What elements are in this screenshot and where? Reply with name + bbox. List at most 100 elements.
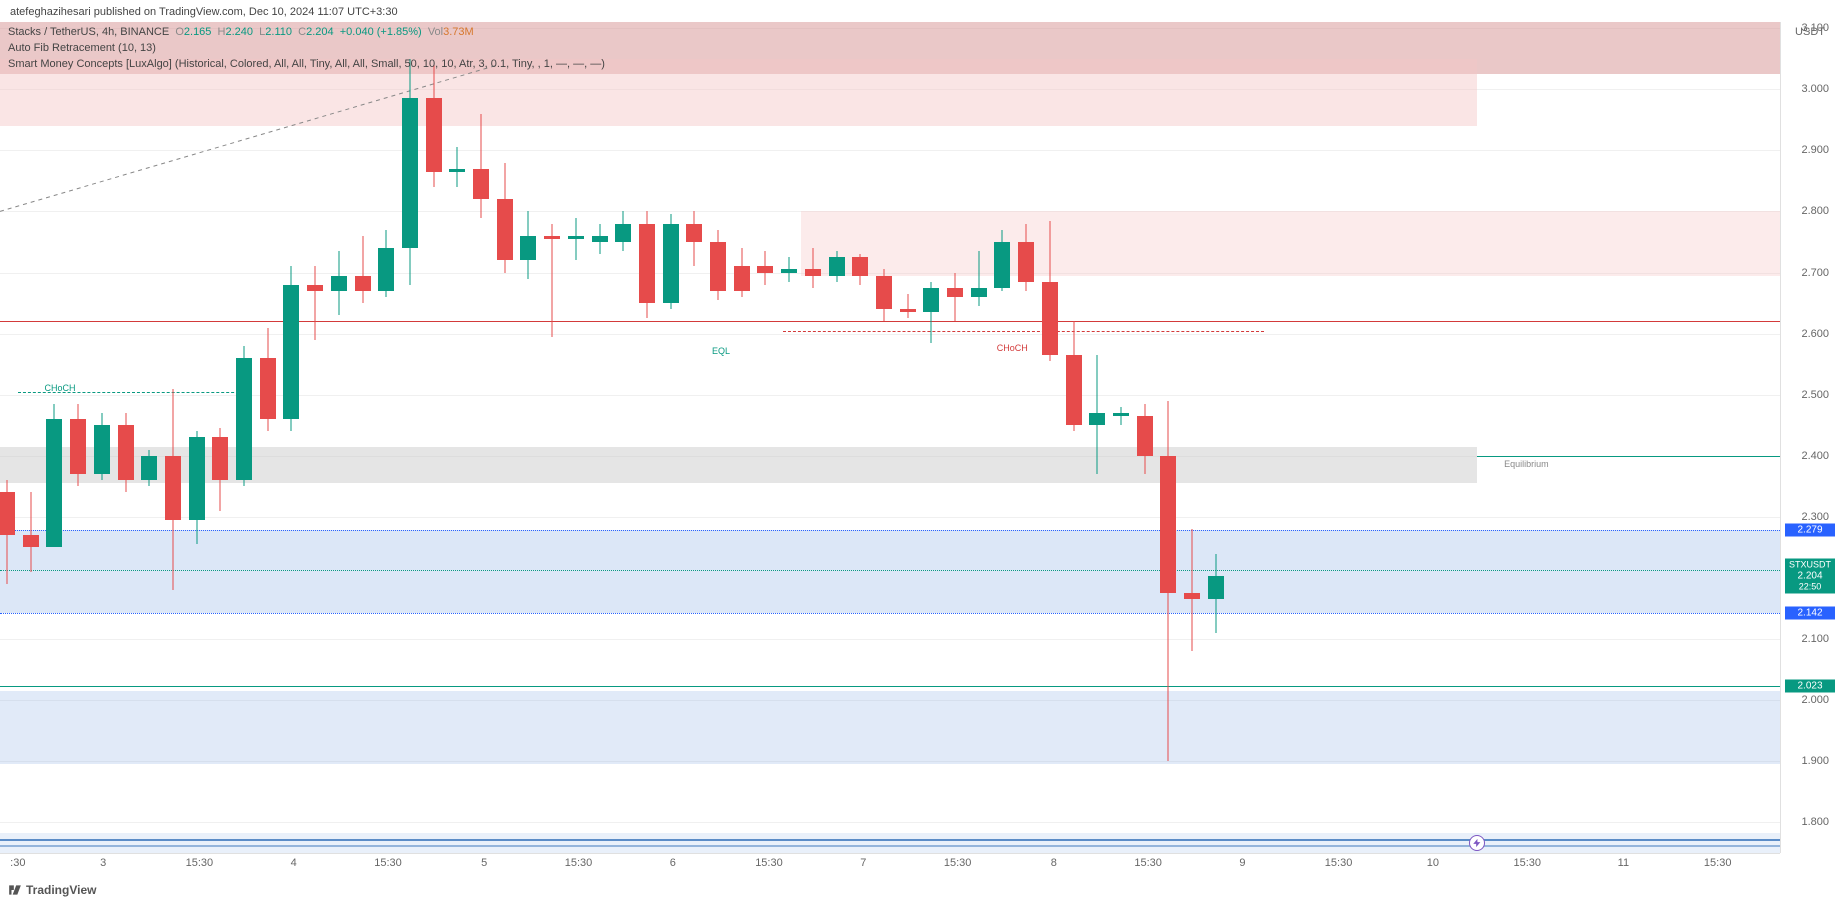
candlestick [234,346,254,487]
price-tick: 2.500 [1801,389,1829,401]
time-axis[interactable]: :30315:30415:30515:30615:30715:30815:309… [0,853,1780,871]
ohlc-o-label: O [175,26,184,38]
chart-annotation: CHoCH [45,383,76,393]
chart-annotation: EQL [712,346,730,356]
chart-hline [0,570,1780,571]
chart-hline [783,331,1264,332]
chart-info-bar: Stacks / TetherUS, 4h, BINANCE O2.165 H2… [8,24,605,72]
watermark-text: TradingView [26,883,96,897]
time-tick: 15:30 [186,857,214,869]
navigator-strip[interactable] [0,833,1780,853]
candlestick [139,450,159,487]
chart-annotation: Equilibrium [1504,459,1549,469]
time-tick: 15:30 [565,857,593,869]
candlestick [281,266,301,431]
candlestick [447,147,467,187]
candlestick [1135,404,1155,474]
candlestick [1040,221,1060,362]
chart-hline [1477,456,1780,457]
time-tick: 5 [481,857,487,869]
time-tick: 6 [670,857,676,869]
candlestick [305,266,325,339]
ohlc-c-label: C [298,26,306,38]
vol-label: Vol [428,26,443,38]
ohlc-l-val: 2.110 [265,26,292,38]
candlestick [732,248,752,297]
time-tick: 15:30 [1134,857,1162,869]
go-to-realtime-icon[interactable] [1469,835,1485,851]
tradingview-watermark: TradingView [8,883,96,897]
price-tick: 2.100 [1801,633,1829,645]
chart-hline [0,321,1780,322]
price-tag: 2.279 [1785,523,1835,536]
price-tick: 2.800 [1801,205,1829,217]
candlestick [329,251,349,315]
chart-hline [0,686,1780,687]
price-tick: 3.000 [1801,83,1829,95]
candlestick [566,218,586,261]
candlestick [353,236,373,303]
candlestick [1182,529,1202,651]
chart-hline [0,530,1780,531]
candlestick [684,211,704,266]
chart-plot[interactable]: CHoCH EQL CHoCH Equilibrium [0,22,1780,853]
candlestick [992,230,1012,291]
candlestick [945,273,965,322]
candlestick [779,257,799,281]
price-tick: 2.000 [1801,694,1829,706]
candlestick [518,211,538,278]
publish-header: atefeghazihesari published on TradingVie… [0,0,1835,22]
time-tick: 10 [1427,857,1439,869]
time-tick: :30 [10,857,25,869]
candlestick [495,163,515,273]
price-tick: 2.600 [1801,328,1829,340]
price-tag-current: STXUSDT2.20422:50 [1785,558,1835,593]
chart-area: Stacks / TetherUS, 4h, BINANCE O2.165 H2… [0,22,1835,903]
ohlc-change: +0.040 (+1.85%) [340,26,422,38]
chart-annotation: CHoCH [997,343,1028,353]
candlestick [21,492,41,571]
indicator-1[interactable]: Auto Fib Retracement (10, 13) [8,40,605,56]
price-axis[interactable]: USDT 3.1003.0002.9002.8002.7002.6002.500… [1780,22,1835,853]
vol-val: 3.73M [443,26,474,38]
ohlc-h-val: 2.240 [226,26,254,38]
candlestick [44,404,64,548]
price-tag: 2.142 [1785,607,1835,620]
candlestick [163,389,183,591]
candlestick [874,269,894,321]
candlestick [1206,554,1226,633]
candlestick [471,114,491,218]
candlestick [1087,355,1107,474]
price-tag: 2.023 [1785,680,1835,693]
candlestick [850,254,870,285]
price-tick: 2.300 [1801,511,1829,523]
candlestick [210,428,230,510]
candlestick [400,59,420,285]
candlestick [969,251,989,306]
candlestick [542,224,562,337]
indicator-2[interactable]: Smart Money Concepts [LuxAlgo] (Historic… [8,56,605,72]
price-tick: 2.400 [1801,450,1829,462]
time-tick: 8 [1051,857,1057,869]
time-tick: 9 [1239,857,1245,869]
time-tick: 15:30 [1513,857,1541,869]
candlestick [0,480,17,584]
candlestick [637,211,657,318]
candlestick [661,214,681,309]
time-tick: 15:30 [1325,857,1353,869]
candlestick [590,224,610,255]
time-tick: 3 [100,857,106,869]
candlestick [116,413,136,492]
chart-hline [0,613,1780,614]
time-tick: 11 [1618,857,1629,869]
candlestick [921,282,941,343]
candlestick [708,230,728,300]
candlestick [898,294,918,318]
price-tick: 1.800 [1801,816,1829,828]
candlestick [803,248,823,288]
candlestick [1111,407,1131,425]
price-tick: 3.100 [1801,22,1829,34]
symbol-title[interactable]: Stacks / TetherUS, 4h, BINANCE [8,26,169,38]
time-tick: 15:30 [944,857,972,869]
time-tick: 4 [291,857,297,869]
